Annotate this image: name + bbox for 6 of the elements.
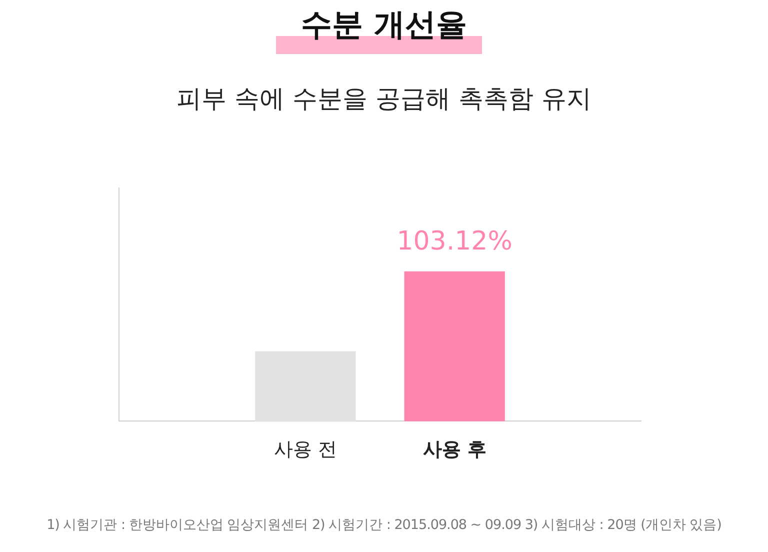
data-label: 103.12% bbox=[396, 226, 512, 256]
x-tick-label: 사용 후 bbox=[422, 438, 486, 461]
text: 1) 시험기관 : 한방바이오산업 임상지원센터 2) 시험기간 : 2015.09.08 ~ 09.09 3) 시험대상 : 20명 (개인차 있음) bbox=[46, 516, 722, 534]
chart-subtitle: 피부 속에 수분을 공급해 촉촉함 유지 bbox=[176, 83, 592, 115]
x-tick-label: 사용 전 bbox=[274, 438, 337, 461]
chart-title: 수분 개선율 bbox=[300, 6, 468, 45]
